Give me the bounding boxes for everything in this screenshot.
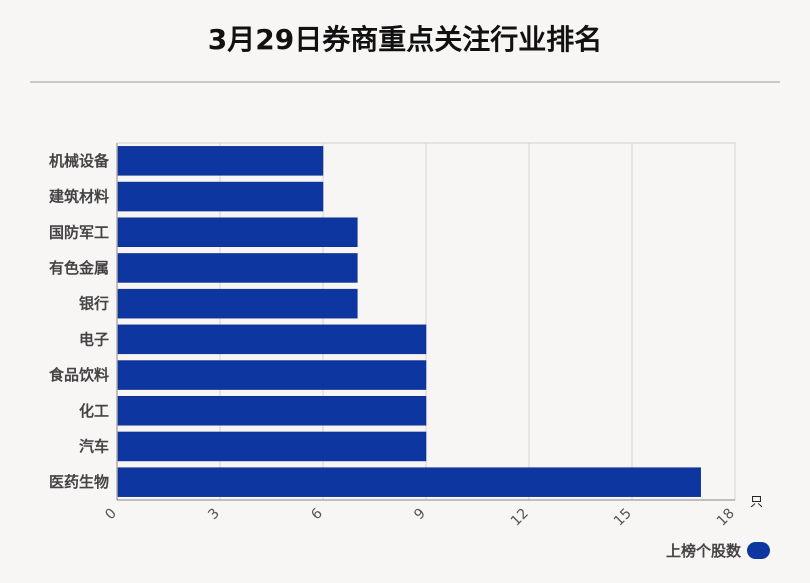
- bar: [117, 217, 358, 247]
- bar: [117, 324, 427, 355]
- title-divider: [30, 81, 780, 83]
- category-label: 食品饮料: [49, 366, 109, 384]
- bar: [117, 146, 324, 176]
- category-label: 银行: [79, 295, 109, 313]
- bar: [117, 467, 701, 497]
- bars: [117, 146, 701, 497]
- category-label: 国防军工: [49, 223, 109, 241]
- bar: [117, 181, 324, 212]
- bar: [117, 360, 427, 390]
- category-label: 有色金属: [49, 259, 109, 277]
- category-label: 化工: [79, 402, 109, 420]
- x-tick-label: 6: [308, 505, 326, 523]
- x-tick-label: 0: [102, 506, 120, 524]
- category-label: 汽车: [79, 437, 109, 455]
- x-tick-label: 12: [508, 506, 532, 530]
- x-tick-label: 9: [411, 506, 429, 524]
- x-tick-label: 3: [205, 506, 223, 524]
- bar: [117, 288, 358, 319]
- grid-lines: [116, 142, 736, 501]
- category-label: 机械设备: [49, 152, 110, 170]
- bar: [117, 431, 427, 462]
- x-axis-unit: 只: [750, 495, 763, 510]
- category-label: 建筑材料: [49, 188, 109, 206]
- legend-label: 上榜个股数: [665, 542, 741, 560]
- chart-title: 3月29日券商重点关注行业排名: [207, 23, 603, 56]
- category-label: 医药生物: [49, 473, 109, 491]
- x-tick-label: 18: [714, 506, 738, 530]
- x-tick-label: 15: [611, 506, 635, 530]
- legend-swatch: [747, 542, 770, 559]
- legend: 上榜个股数: [666, 540, 770, 561]
- bar: [117, 396, 427, 426]
- bar: [117, 253, 358, 283]
- x-axis-tick-labels: 0 3 6 9 12 15 18: [102, 505, 738, 529]
- category-label: 电子: [79, 330, 109, 348]
